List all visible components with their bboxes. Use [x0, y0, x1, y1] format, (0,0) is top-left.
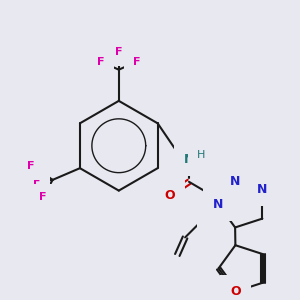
Text: N: N	[213, 198, 224, 211]
Text: F: F	[27, 161, 35, 171]
Text: N: N	[184, 153, 194, 166]
Text: F: F	[133, 57, 140, 67]
Text: H: H	[196, 151, 205, 160]
Text: N: N	[257, 183, 268, 196]
Text: O: O	[164, 189, 175, 202]
Text: F: F	[98, 57, 105, 67]
Text: F: F	[115, 47, 122, 57]
Text: F: F	[39, 192, 46, 203]
Text: F: F	[33, 177, 41, 187]
Text: O: O	[230, 285, 241, 298]
Text: N: N	[230, 175, 240, 188]
Text: S: S	[207, 205, 216, 218]
